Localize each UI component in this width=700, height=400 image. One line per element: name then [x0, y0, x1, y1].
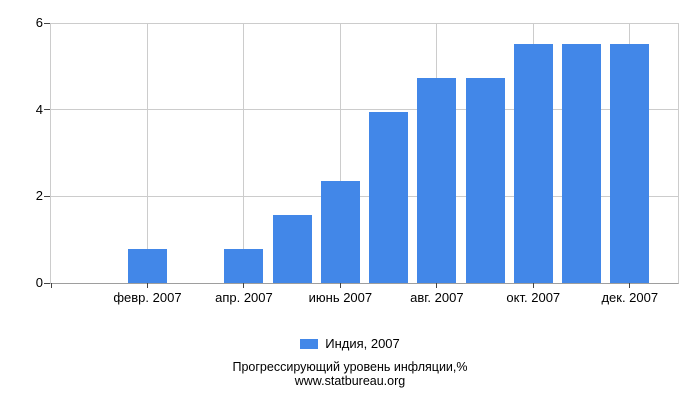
bar-month-2: [127, 248, 167, 283]
bar-month-6: [320, 180, 360, 283]
bar-month-7: [369, 112, 409, 283]
gridline-horizontal: [51, 109, 678, 111]
gridline-vertical: [339, 23, 341, 283]
bar-month-9: [465, 78, 505, 283]
bar-month-4: [224, 248, 264, 283]
y-axis-tick: [44, 195, 50, 197]
x-axis-tick: [243, 283, 245, 288]
bar-month-11: [562, 44, 602, 283]
x-axis-tick: [436, 283, 438, 288]
x-axis-label: июнь 2007: [308, 290, 373, 305]
y-axis-label: 6: [35, 15, 43, 30]
x-axis-label: апр. 2007: [215, 290, 273, 305]
gridline-vertical: [146, 23, 148, 283]
y-axis-tick: [44, 109, 50, 111]
x-axis-label: авг. 2007: [410, 290, 464, 305]
x-axis-tick: [629, 283, 631, 288]
chart-footer: Прогрессирующий уровень инфляции,% www.s…: [0, 360, 700, 388]
y-axis-tick: [44, 22, 50, 24]
plot-area: 0 2 4 6 февр. 2007 апр. 2007 июнь 2007 авг. 200…: [36, 15, 679, 305]
y-axis-tick: [44, 282, 50, 284]
legend: Индия, 2007: [0, 336, 700, 351]
gridline-horizontal: [51, 195, 678, 197]
y-axis-label: 2: [35, 188, 43, 204]
y-axis-label: 0: [35, 275, 43, 290]
x-axis-label: дек. 2007: [601, 290, 659, 305]
legend-label: Индия, 2007: [325, 336, 400, 351]
bar-month-10: [513, 44, 553, 283]
legend-swatch: [300, 338, 319, 349]
x-axis-tick: [146, 283, 148, 288]
chart-title: Прогрессирующий уровень инфляции,%: [232, 360, 468, 374]
source-url: www.statbureau.org: [294, 373, 406, 388]
x-axis-tick: [532, 283, 534, 288]
x-axis-origin-tick: [50, 283, 52, 288]
x-axis-label: февр. 2007: [113, 290, 182, 305]
bar-month-12: [610, 44, 650, 283]
x-axis-tick: [339, 283, 341, 288]
gridline-vertical: [243, 23, 245, 283]
bar-month-5: [272, 214, 312, 283]
bar-month-8: [417, 78, 457, 283]
gridline-horizontal: [51, 22, 678, 24]
x-axis-label: окт. 2007: [506, 290, 561, 305]
y-axis-label: 4: [35, 101, 43, 117]
